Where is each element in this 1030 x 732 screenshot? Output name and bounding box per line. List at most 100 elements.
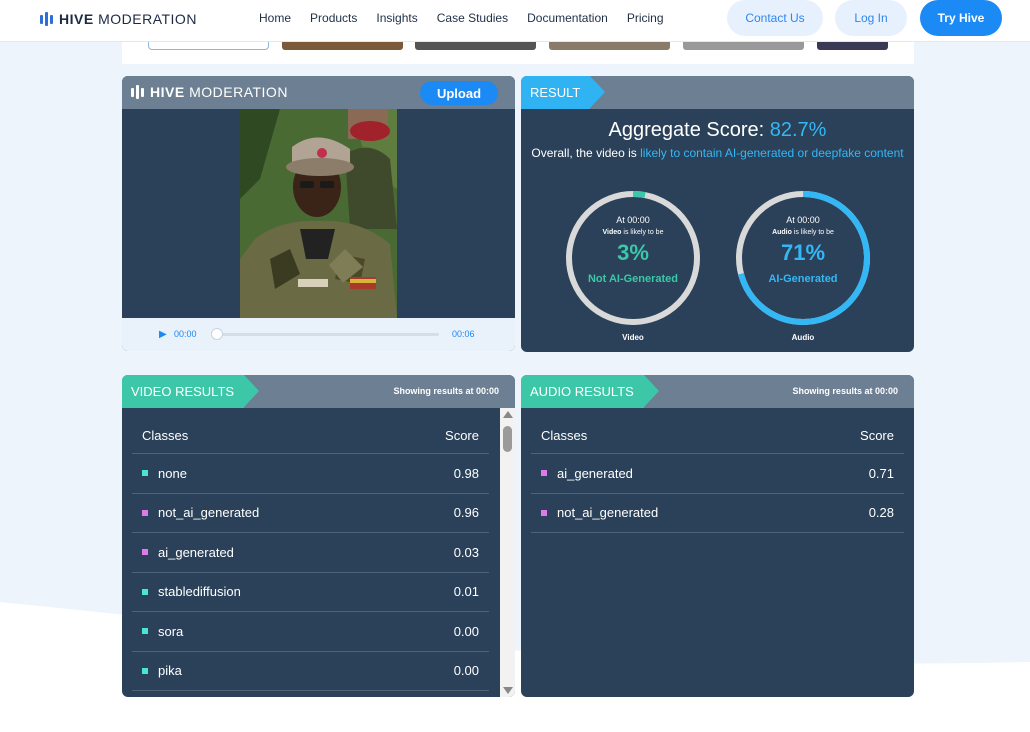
class-cell: sora xyxy=(142,624,183,639)
try-hive-button[interactable]: Try Hive xyxy=(920,0,1002,36)
table-row: none 0.98 xyxy=(132,454,489,494)
video-score-ring: At 00:00 Video is likely to be 3% Not AI… xyxy=(564,189,702,327)
audio-results-table: Classes Score ai_generated 0.71 not_ai_gen… xyxy=(531,418,904,533)
audio-verdict-label: AI-Generated xyxy=(768,273,838,285)
audio-ring-text: At 00:00 Audio is likely to be 71% AI-Ge… xyxy=(734,189,872,327)
score-column-header: Score xyxy=(445,428,479,443)
video-ring-text: At 00:00 Video is likely to be 3% Not AI… xyxy=(564,189,702,327)
nav-link-case-studies[interactable]: Case Studies xyxy=(436,11,509,25)
result-header: RESULT xyxy=(521,76,914,109)
top-navbar: HIVE MODERATION Home Products Insights C… xyxy=(0,0,1030,42)
sample-thumbnail[interactable] xyxy=(415,42,536,50)
class-name: none xyxy=(158,465,187,481)
class-color-swatch xyxy=(142,667,148,674)
play-icon[interactable]: ▶ xyxy=(159,329,167,340)
uploader-brand: HIVE MODERATION xyxy=(150,84,288,100)
aggregate-score: Aggregate Score: 82.7% xyxy=(608,119,827,141)
class-cell: ai_generated xyxy=(541,466,633,481)
scroll-down-icon[interactable] xyxy=(503,687,513,694)
score-cell: 0.28 xyxy=(868,505,894,521)
hive-logo[interactable]: HIVE MODERATION xyxy=(40,11,197,27)
sample-thumbnail[interactable] xyxy=(549,42,670,50)
upload-button[interactable]: Upload xyxy=(420,81,498,105)
audio-score-ring: At 00:00 Audio is likely to be 71% AI-Ge… xyxy=(734,189,872,327)
audio-percent: 71% xyxy=(780,240,826,265)
hive-logo-icon xyxy=(40,12,53,26)
class-name: not_ai_generated xyxy=(158,505,260,521)
current-time: 00:00 xyxy=(174,329,197,339)
class-color-swatch xyxy=(541,509,547,516)
video-results-scrollbar[interactable] xyxy=(500,408,515,697)
class-name: not_ai_generated xyxy=(557,505,659,521)
table-row: ai_generated 0.03 xyxy=(132,533,489,573)
scroll-up-icon[interactable] xyxy=(503,411,513,418)
score-cell: 0.98 xyxy=(453,465,479,481)
video-ring-chart xyxy=(566,191,700,325)
score-cell: 0.00 xyxy=(453,663,479,679)
table-row: pika 0.00 xyxy=(132,652,489,691)
table-row: ai_generated 0.71 xyxy=(531,454,904,494)
hive-logo-icon xyxy=(131,85,144,99)
score-cell: 0.00 xyxy=(453,623,479,639)
audio-ring-arc xyxy=(736,191,870,325)
audio-results-tab: AUDIO RESULTS xyxy=(521,375,659,408)
video-caption: Video xyxy=(622,333,644,342)
video-still-image xyxy=(240,109,397,318)
score-column-header: Score xyxy=(860,428,894,443)
table-header: Classes Score xyxy=(132,418,489,454)
sample-thumbnail[interactable] xyxy=(282,42,403,50)
score-cell: 0.96 xyxy=(453,505,479,521)
class-color-swatch xyxy=(142,470,148,477)
audio-showing-results: Showing results at 00:00 xyxy=(792,386,898,396)
table-header: Classes Score xyxy=(531,418,904,454)
video-preview[interactable] xyxy=(240,109,397,318)
class-name: ai_generated xyxy=(158,544,234,560)
sample-thumbnail[interactable] xyxy=(817,42,888,50)
class-cell: ai_generated xyxy=(142,545,234,560)
audio-likely-text: Audio is likely to be xyxy=(772,229,834,236)
class-name: pika xyxy=(158,663,182,679)
nav-link-pricing[interactable]: Pricing xyxy=(626,11,664,25)
audio-caption: Audio xyxy=(791,333,815,342)
table-row: not_ai_generated 0.96 xyxy=(132,494,489,533)
scrollbar-thumb[interactable] xyxy=(503,426,512,452)
class-name: ai_generated xyxy=(557,465,633,481)
class-cell: not_ai_generated xyxy=(541,505,658,520)
contact-us-button[interactable]: Contact Us xyxy=(727,0,823,36)
video-results-table: Classes Score none 0.98 not_ai_generated 0.… xyxy=(132,418,489,691)
class-cell: pika xyxy=(142,663,182,678)
class-name: stablediffusion xyxy=(158,584,241,600)
video-player-controls: ▶ 00:00 00:06 xyxy=(122,318,515,351)
score-cell: 0.03 xyxy=(453,544,479,560)
seek-knob[interactable] xyxy=(211,328,223,340)
brand-name: HIVE MODERATION xyxy=(59,11,197,27)
video-results-panel: VIDEO RESULTS Showing results at 00:00 C… xyxy=(122,375,515,697)
video-likely-text: Video is likely to be xyxy=(602,229,664,236)
nav-link-documentation[interactable]: Documentation xyxy=(527,11,608,25)
score-cell: 0.01 xyxy=(453,584,479,600)
class-color-swatch xyxy=(142,628,148,635)
uploader-header: HIVE MODERATION Upload xyxy=(122,76,515,109)
sample-thumbnail[interactable] xyxy=(683,42,804,50)
log-in-button[interactable]: Log In xyxy=(835,0,907,36)
video-verdict-label: Not AI-Generated xyxy=(587,273,679,285)
nav-link-home[interactable]: Home xyxy=(259,11,292,25)
video-showing-results: Showing results at 00:00 xyxy=(393,386,499,396)
class-cell: none xyxy=(142,466,187,481)
verdict-highlight: likely to contain AI-generated or deepfa… xyxy=(640,146,904,160)
table-row: stablediffusion 0.01 xyxy=(132,573,489,612)
overall-verdict: Overall, the video is likely to contain … xyxy=(531,146,904,160)
class-name: sora xyxy=(158,623,184,639)
url-input[interactable] xyxy=(148,42,269,50)
video-percent: 3% xyxy=(617,240,649,265)
video-results-tab: VIDEO RESULTS xyxy=(122,375,260,408)
nav-link-products[interactable]: Products xyxy=(310,11,358,25)
classes-column-header: Classes xyxy=(541,428,588,443)
sample-thumbnails xyxy=(122,42,914,64)
video-ring-arc xyxy=(566,191,700,325)
audio-results-header: AUDIO RESULTS Showing results at 00:00 xyxy=(521,375,914,408)
video-results-header: VIDEO RESULTS Showing results at 00:00 xyxy=(122,375,515,408)
class-color-swatch xyxy=(142,588,148,595)
seek-track[interactable] xyxy=(217,333,439,336)
nav-link-insights[interactable]: Insights xyxy=(376,11,418,25)
